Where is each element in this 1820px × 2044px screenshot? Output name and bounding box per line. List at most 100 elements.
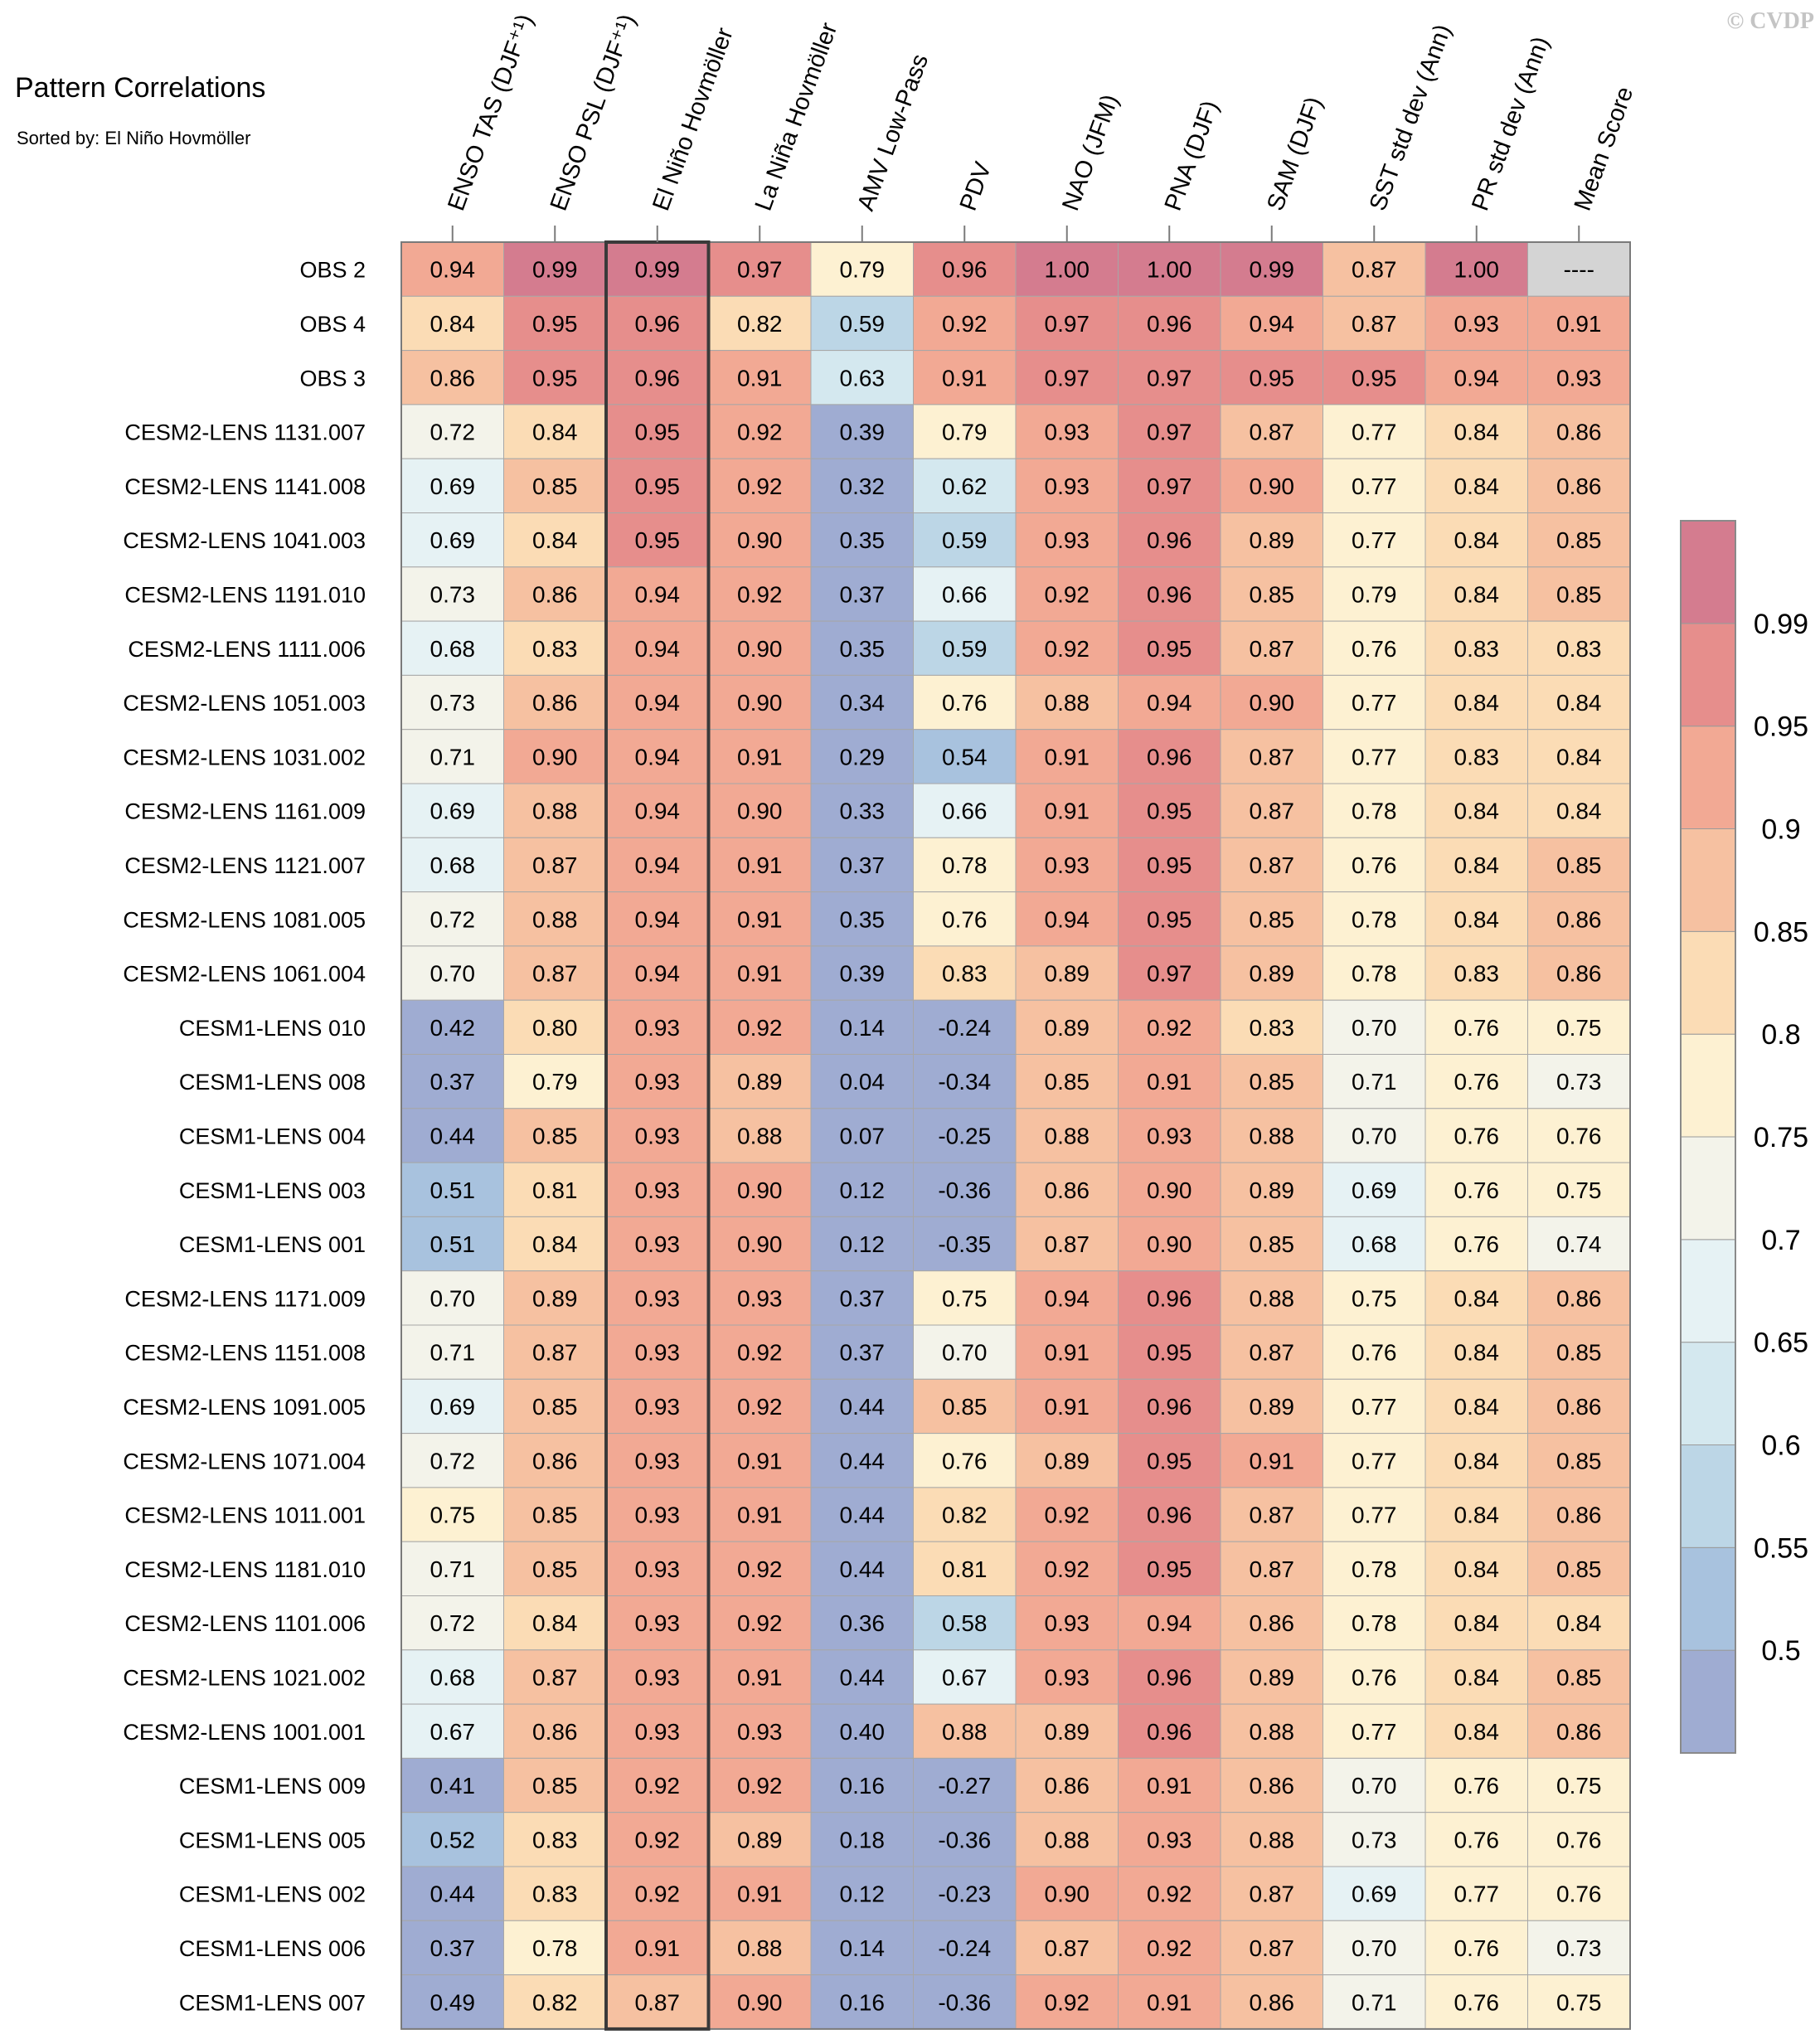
cell-value-label: 0.51 <box>430 1177 476 1203</box>
heatmap-cell <box>503 1541 607 1596</box>
cell-value-label: 0.91 <box>942 365 988 391</box>
heatmap-cell <box>503 295 607 352</box>
cell-value-label: 0.78 <box>532 1935 578 1961</box>
cell-value-label: 0.77 <box>1352 690 1397 716</box>
cell-value-label: 0.84 <box>1454 690 1500 716</box>
cell-value-label: 0.82 <box>737 311 783 337</box>
heatmap-cell <box>1527 241 1631 297</box>
heatmap-cell <box>1527 783 1631 838</box>
cell-value-label: 0.90 <box>737 1177 783 1203</box>
heatmap-cell <box>1323 295 1426 352</box>
cell-value-label: 0.91 <box>737 744 783 770</box>
heatmap-cell <box>1424 945 1528 1001</box>
colorbar-border <box>1680 520 1736 1754</box>
cell-value-label: 0.93 <box>635 1664 681 1690</box>
cell-value-label: 0.94 <box>1454 365 1500 391</box>
heatmap-cell <box>400 404 504 459</box>
cell-value-label: 0.90 <box>737 636 783 662</box>
cell-value-label: 0.96 <box>1147 1719 1192 1745</box>
cell-value-label: 0.83 <box>1454 636 1500 662</box>
heatmap-cell <box>1015 1974 1119 2030</box>
cell-value-label: 0.83 <box>532 1827 578 1852</box>
cell-value-label: 0.92 <box>1147 1881 1192 1907</box>
heatmap-cell <box>400 566 504 622</box>
colorbar-segment <box>1680 1444 1736 1548</box>
cell-value-label: 0.93 <box>635 1503 681 1528</box>
cell-value-label: 0.96 <box>1147 744 1192 770</box>
cell-value-label: 0.91 <box>1556 311 1602 337</box>
cell-value-label: 0.44 <box>430 1881 476 1907</box>
cell-value-label: 0.85 <box>1250 1069 1295 1095</box>
colorbar-segment <box>1680 1546 1736 1651</box>
cell-value-label: 0.87 <box>1250 799 1295 824</box>
heatmap-cell <box>1118 1920 1221 1976</box>
heatmap-cell <box>913 891 1017 947</box>
cell-value-label: 0.69 <box>430 527 476 553</box>
heatmap-cell <box>708 566 812 622</box>
cell-value-label: 0.95 <box>635 527 681 553</box>
row-label: CESM1-LENS 010 <box>179 1016 366 1041</box>
cell-value-label: 0.14 <box>840 1015 886 1041</box>
heatmap-cell <box>503 404 607 459</box>
cell-value-label: 0.69 <box>1352 1177 1397 1203</box>
cell-value-label: 0.93 <box>635 1340 681 1366</box>
heatmap-cell <box>1323 512 1426 568</box>
cell-value-label: 0.84 <box>1454 527 1500 553</box>
heatmap-cell <box>810 1378 914 1435</box>
heatmap-cell <box>1118 1270 1221 1326</box>
heatmap-cell <box>1527 1162 1631 1217</box>
cell-value-label: 0.77 <box>1352 744 1397 770</box>
column-label-enso-tas-djf: ENSO TAS (DJF⁺¹) <box>443 11 538 214</box>
cell-value-label: 0.91 <box>737 1881 783 1907</box>
heatmap-cell <box>1527 1378 1631 1435</box>
cell-value-label: -0.36 <box>938 1827 991 1852</box>
chart-title: Pattern Correlations <box>15 72 265 104</box>
cell-value-label: 0.83 <box>532 1881 578 1907</box>
cell-value-label: 0.93 <box>635 1610 681 1636</box>
heatmap-cell <box>1527 1595 1631 1651</box>
heatmap-cell <box>1424 1649 1528 1705</box>
heatmap-cell <box>1220 674 1323 731</box>
heatmap-cell <box>503 1866 607 1921</box>
cell-value-label: 0.91 <box>737 365 783 391</box>
heatmap-cell <box>1015 837 1119 893</box>
heatmap-cell <box>810 1974 914 2030</box>
heatmap-cell <box>400 241 504 297</box>
cell-value-label: 0.92 <box>635 1827 681 1852</box>
heatmap-cell <box>1424 295 1528 352</box>
cell-value-label: 0.75 <box>942 1285 988 1311</box>
cell-value-label: 0.71 <box>1352 1989 1397 2015</box>
cell-value-label: 0.92 <box>1147 1935 1192 1961</box>
cell-value-label: 0.39 <box>840 420 886 445</box>
heatmap-cell <box>605 1866 709 1921</box>
heatmap-cell <box>400 891 504 947</box>
heatmap-cell <box>400 458 504 514</box>
cell-value-label: 0.71 <box>430 744 476 770</box>
cell-value-label: 0.77 <box>1352 1448 1397 1474</box>
heatmap-cell <box>1015 729 1119 784</box>
cell-value-label: 0.79 <box>1352 581 1397 607</box>
cell-value-label: 0.95 <box>1250 365 1295 391</box>
colorbar-tick-label: 0.5 <box>1761 1635 1800 1667</box>
cell-value-label: 0.97 <box>1045 311 1090 337</box>
row-label: CESM2-LENS 1121.007 <box>124 853 366 878</box>
cell-value-label: 0.92 <box>1045 1556 1090 1582</box>
cell-value-label: 1.00 <box>1045 257 1090 283</box>
cell-value-label: -0.36 <box>938 1989 991 2015</box>
cell-value-label: 0.69 <box>430 473 476 499</box>
cell-value-label: 0.85 <box>1556 1448 1602 1474</box>
colorbar-tick-label: 0.75 <box>1754 1122 1808 1153</box>
heatmap-cell <box>913 458 1017 514</box>
heatmap-cell <box>1424 1541 1528 1596</box>
row-label: CESM1-LENS 002 <box>179 1882 366 1907</box>
heatmap-cell <box>1527 1812 1631 1867</box>
cell-value-label: 0.85 <box>1045 1069 1090 1095</box>
heatmap-cell <box>1424 1920 1528 1976</box>
heatmap-cell <box>913 837 1017 893</box>
heatmap-cell <box>810 566 914 622</box>
heatmap-cell <box>400 1162 504 1217</box>
heatmap-cell <box>605 566 709 622</box>
cell-value-label: 0.91 <box>737 1448 783 1474</box>
cell-value-label: 0.85 <box>1250 1231 1295 1257</box>
